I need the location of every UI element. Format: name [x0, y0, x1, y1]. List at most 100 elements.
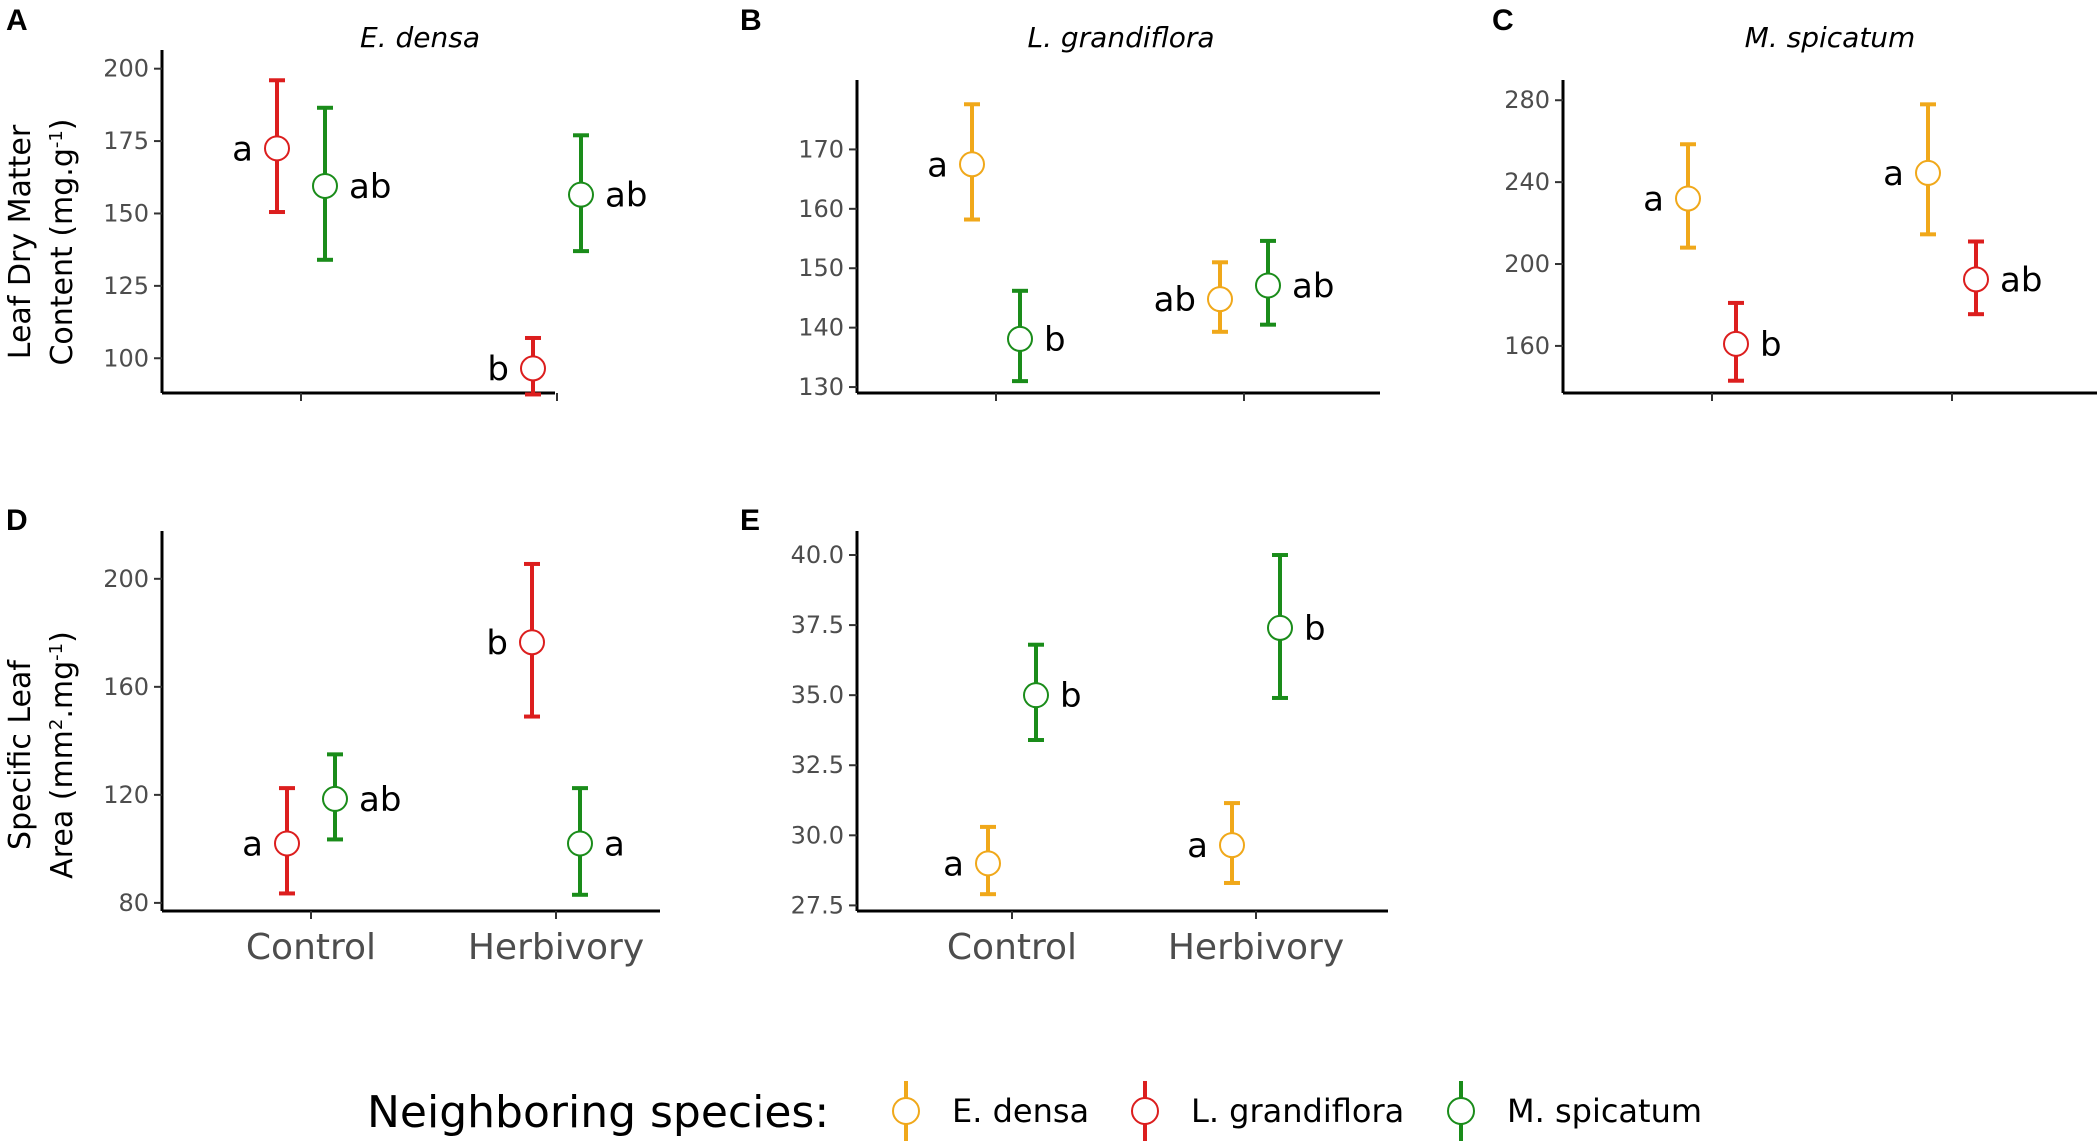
- data-point: a: [242, 786, 300, 896]
- mean-marker: [1023, 682, 1049, 709]
- x-tick-label: Herbivory: [468, 927, 644, 968]
- mean-marker: [312, 172, 338, 199]
- legend-title: Neighboring species:: [367, 1087, 829, 1138]
- panel-letter: B: [740, 4, 762, 37]
- data-point: a: [567, 786, 625, 897]
- mean-marker: [520, 355, 546, 382]
- data-point: ab: [312, 105, 391, 262]
- mean-marker: [1207, 286, 1233, 313]
- significance-label: b: [1760, 325, 1782, 365]
- significance-label: a: [1187, 826, 1208, 866]
- y-tick-label: 37.5: [791, 611, 844, 639]
- y-tick-label: 160: [103, 673, 149, 701]
- y-tick-label: 140: [798, 314, 844, 342]
- y-tick-label: 30.0: [791, 821, 844, 849]
- panel-letter: E: [740, 504, 760, 537]
- panel-letter: D: [6, 504, 28, 537]
- y-tick-label: 150: [103, 199, 149, 227]
- ldmc-axis-title-close: ): [45, 118, 80, 130]
- ldmc-axis-title-line2: Content (mg.g-1): [45, 118, 80, 365]
- data-point: b: [486, 561, 545, 719]
- legend-item: L. grandiflora: [1131, 1081, 1404, 1141]
- data-point: a: [927, 102, 985, 222]
- y-tick-label: 170: [798, 135, 844, 163]
- y-tick-label: 40.0: [791, 541, 844, 569]
- panel-E: E 27.5 30.0 32.5 35.0 37.5 40.0 Control Herbivor…: [740, 504, 1388, 968]
- y-tick-label: 280: [1504, 86, 1550, 114]
- significance-label: b: [486, 623, 508, 663]
- mean-marker: [519, 629, 545, 656]
- panel-B: B L. grandiflora 130 140 150 160 170 a ab b ab: [740, 4, 1380, 401]
- x-tick-label: Control: [947, 927, 1077, 968]
- y-tick-label: 160: [798, 195, 844, 223]
- significance-label: ab: [1154, 280, 1196, 320]
- significance-label: a: [1643, 180, 1664, 220]
- legend-items: E. densa L. grandiflora M. spicatum: [892, 1081, 1702, 1141]
- ldmc-axis-title-unit: Content (mg.g: [45, 148, 80, 365]
- mean-marker: [959, 151, 985, 178]
- significance-label: a: [604, 824, 625, 864]
- data-point: ab: [1154, 260, 1233, 334]
- mean-marker: [274, 830, 300, 857]
- mean-marker: [1267, 614, 1293, 641]
- data-point: ab: [1255, 238, 1334, 327]
- mean-marker: [1219, 832, 1245, 859]
- legend-label: E. densa: [952, 1092, 1089, 1130]
- y-tick-label: 240: [1504, 168, 1550, 196]
- panel-letter: A: [6, 4, 28, 37]
- sla-axis-title-sup1: 2: [46, 719, 67, 730]
- sla-axis-title-close: ): [45, 631, 80, 643]
- mean-marker: [1255, 272, 1281, 299]
- mean-marker: [322, 785, 348, 812]
- sla-axis-title-sup2: -1: [46, 643, 67, 661]
- data-point: b: [1267, 553, 1326, 700]
- data-point: a: [1187, 801, 1245, 885]
- x-tick-label: Herbivory: [1168, 927, 1344, 968]
- sla-axis-title-unit: Area (mm: [45, 730, 80, 879]
- mean-marker: [1723, 330, 1749, 357]
- data-point: a: [943, 824, 1001, 897]
- sla-axis-title-mid: .mg: [45, 661, 80, 719]
- y-tick-label: 200: [103, 55, 149, 83]
- y-tick-label: 27.5: [791, 891, 844, 919]
- y-tick-label: 32.5: [791, 751, 844, 779]
- y-tick-label: 80: [118, 889, 149, 917]
- x-tick-label: Control: [246, 927, 376, 968]
- data-point: b: [487, 335, 546, 397]
- mean-marker: [1675, 185, 1701, 212]
- legend-key-marker: [892, 1097, 920, 1125]
- significance-label: ab: [605, 176, 647, 216]
- mean-marker: [1915, 159, 1941, 186]
- data-point: a: [1643, 142, 1701, 250]
- significance-label: b: [1304, 609, 1326, 649]
- legend-key-marker: [1131, 1097, 1159, 1125]
- y-tick-label: 120: [103, 781, 149, 809]
- significance-label: b: [487, 349, 509, 389]
- y-tick-label: 100: [103, 344, 149, 372]
- significance-label: ab: [349, 167, 391, 207]
- y-tick-label: 150: [798, 254, 844, 282]
- y-tick-label: 160: [1504, 332, 1550, 360]
- significance-label: a: [232, 129, 253, 169]
- sla-axis-title-line2: Area (mm2.mg-1): [45, 631, 80, 879]
- data-point: b: [1023, 642, 1082, 743]
- legend: Neighboring species: E. densa L. grandifl…: [367, 1081, 1702, 1141]
- mean-marker: [975, 850, 1001, 877]
- panel-title: M. spicatum: [1745, 21, 1916, 54]
- legend-item: M. spicatum: [1447, 1081, 1702, 1141]
- y-tick-label: 200: [103, 565, 149, 593]
- ldmc-axis-title-sup: -1: [46, 130, 67, 148]
- significance-label: ab: [1292, 266, 1334, 306]
- y-tick-label: 200: [1504, 250, 1550, 278]
- mean-marker: [264, 135, 290, 162]
- significance-label: ab: [359, 780, 401, 820]
- significance-label: b: [1060, 676, 1082, 716]
- y-tick-label: 130: [798, 373, 844, 401]
- y-tick-label: 125: [103, 272, 149, 300]
- significance-label: a: [242, 824, 263, 864]
- significance-label: a: [943, 844, 964, 884]
- panel-title: E. densa: [360, 21, 480, 54]
- significance-label: a: [1883, 154, 1904, 194]
